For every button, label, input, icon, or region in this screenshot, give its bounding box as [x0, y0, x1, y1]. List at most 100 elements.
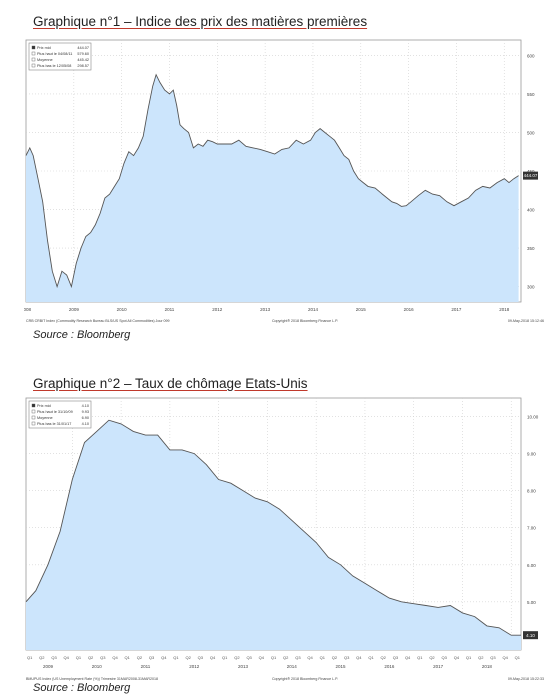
- legend-box: [28, 400, 92, 429]
- legend-swatch: [31, 409, 36, 414]
- y-tick-label: 8.00: [527, 489, 536, 494]
- legend-value: 444.07: [77, 46, 89, 50]
- legend-value: 445.42: [77, 58, 89, 62]
- x-tick-label: 2016: [384, 664, 395, 669]
- quarter-tick-label: Q1: [222, 655, 228, 660]
- footer-right: 09-May-2018 15:22:33: [508, 677, 544, 681]
- legend-label: Plus bas le 12/05/08: [37, 64, 71, 68]
- y-tick-label: 550: [527, 92, 535, 97]
- legend-swatch: [31, 415, 36, 420]
- x-tick-label: 2011: [141, 664, 151, 669]
- quarter-tick-label: Q4: [502, 655, 508, 660]
- quarter-tick-label: Q2: [88, 655, 94, 660]
- quarter-tick-label: Q2: [381, 655, 387, 660]
- quarter-tick-label: Q3: [100, 655, 106, 660]
- footer-right: 09-May-2018 15:12:46: [508, 319, 544, 323]
- y-tick-label: 350: [527, 246, 535, 251]
- quarter-tick-label: Q2: [185, 655, 191, 660]
- legend-swatch: [31, 45, 36, 50]
- x-tick-label: 2018: [499, 307, 510, 312]
- x-tick-label: 2009: [69, 307, 80, 312]
- commodity-price-chart: 300 350 400 450 500 550 600 2008 2009 2010 2011 201…: [24, 39, 544, 323]
- quarter-tick-label: Q4: [454, 655, 460, 660]
- last-value-label: 4.10: [526, 633, 535, 638]
- x-tick-label: 2018: [482, 664, 493, 669]
- quarter-tick-label: Q4: [356, 655, 362, 660]
- legend-value: 6.90: [82, 416, 89, 420]
- quarter-tick-label: Q4: [307, 655, 313, 660]
- quarter-tick-label: Q1: [368, 655, 374, 660]
- legend-label: Moyenne: [37, 58, 53, 62]
- quarter-tick-label: Q1: [125, 655, 131, 660]
- legend-label: Plus haut le 04/08/11: [37, 52, 72, 56]
- x-tick-label: 2012: [189, 664, 200, 669]
- legend-value: 579.60: [77, 52, 89, 56]
- quarter-tick-label: Q1: [320, 655, 326, 660]
- quarter-tick-label: Q1: [466, 655, 472, 660]
- unemployment-rate-chart: 5.00 6.00 7.00 8.00 9.00 10.00 2009 2010 2011 201…: [25, 397, 544, 681]
- quarter-tick-label: Q1: [515, 655, 521, 660]
- quarter-tick-label: Q1: [76, 655, 82, 660]
- footer-center: Copyright® 2018 Bloomberg Finance L.P.: [272, 319, 338, 323]
- quarter-tick-label: Q1: [27, 655, 33, 660]
- quarter-tick-label: Q3: [344, 655, 350, 660]
- legend-label: Prix mid: [37, 404, 51, 408]
- quarter-tick-label: Q1: [173, 655, 179, 660]
- legend: Prix mid 444.07 Plus haut le 04/08/11 579.6…: [28, 42, 92, 71]
- y-tick-label: 450: [527, 169, 535, 174]
- legend: Prix mid 4.10 Plus haut le 31/10/09 9.93 Moy…: [28, 400, 92, 429]
- quarter-tick-label: Q2: [234, 655, 240, 660]
- x-tick-label: 2010: [92, 664, 103, 669]
- chart-2-source: Source : Bloomberg: [33, 682, 131, 694]
- x-tick-label: 2014: [287, 664, 298, 669]
- x-tick-label: 2015: [336, 664, 347, 669]
- y-tick-label: 600: [527, 53, 535, 58]
- x-tick-label: 2010: [117, 307, 128, 312]
- series-area: [26, 420, 521, 650]
- x-tick-label: 2017: [451, 307, 462, 312]
- quarter-tick-label: Q3: [149, 655, 155, 660]
- x-tick-label: 2011: [165, 307, 175, 312]
- legend-box: [28, 42, 92, 71]
- quarter-tick-label: Q2: [429, 655, 435, 660]
- series-line: [25, 419, 521, 636]
- legend-label: Prix mid: [37, 46, 51, 50]
- x-tick-label: 2015: [356, 307, 367, 312]
- legend-label: Plus haut le 31/10/09: [37, 410, 73, 414]
- quarter-tick-label: Q4: [64, 655, 70, 660]
- y-tick-label: 5.00: [527, 600, 536, 605]
- chart-2-title: Graphique n°2 – Taux de chômage Etats-Un…: [33, 376, 308, 391]
- legend-value: 298.57: [77, 64, 89, 68]
- quarter-tick-label: Q3: [295, 655, 301, 660]
- x-tick-label: 2008: [24, 307, 32, 312]
- quarter-tick-label: Q1: [271, 655, 277, 660]
- quarter-tick-label: Q3: [51, 655, 57, 660]
- legend-value: 9.93: [82, 410, 89, 414]
- footer-left: BMUPUS Index (US Unemployment Rate (%)) …: [26, 677, 158, 681]
- series-area: [26, 74, 519, 302]
- legend-swatch: [31, 63, 36, 68]
- y-tick-label: 9.00: [527, 452, 536, 457]
- footer-left: CRB CRBIT Index (Commodity Research Bure…: [26, 319, 170, 323]
- y-tick-label: 300: [527, 285, 535, 290]
- legend-swatch: [31, 57, 36, 62]
- quarter-tick-label: Q3: [198, 655, 204, 660]
- last-value-box: [523, 631, 538, 640]
- legend-swatch: [31, 421, 36, 426]
- footer-center: Copyright® 2018 Bloomberg Finance L.P.: [272, 677, 338, 681]
- legend-swatch: [31, 51, 36, 56]
- x-tick-label: 2014: [308, 307, 319, 312]
- quarter-tick-label: Q4: [259, 655, 265, 660]
- last-value-box: [523, 171, 538, 180]
- y-tick-label: 7.00: [527, 526, 536, 531]
- chart-1-title: Graphique n°1 – Indice des prix des mati…: [33, 14, 368, 29]
- quarter-tick-label: Q2: [39, 655, 45, 660]
- quarter-tick-label: Q4: [112, 655, 118, 660]
- quarter-tick-label: Q2: [137, 655, 143, 660]
- quarter-tick-label: Q3: [246, 655, 252, 660]
- legend-swatch: [31, 403, 36, 408]
- quarter-tick-label: Q2: [332, 655, 338, 660]
- legend-label: Plus bas le 31/01/17: [37, 422, 71, 426]
- x-tick-label: 2012: [212, 307, 223, 312]
- y-tick-label: 10.00: [527, 415, 539, 420]
